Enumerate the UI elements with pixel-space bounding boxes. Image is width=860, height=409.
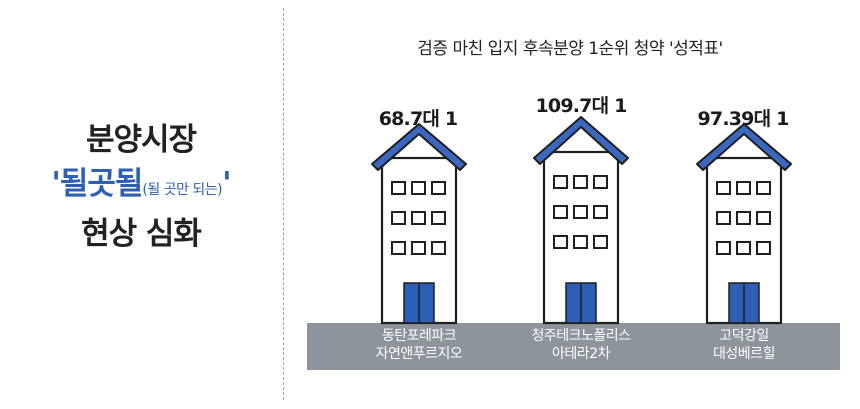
building-2-window — [553, 205, 568, 219]
headline-keyword-note: (될 곳만 되는) — [142, 182, 223, 198]
building-1-window — [411, 181, 426, 195]
building-2-roof — [533, 116, 629, 165]
building-3-window — [716, 181, 731, 195]
chart-title: 검증 마친 입지 후속분양 1순위 청약 '성적표' — [417, 39, 723, 59]
building-3-window — [736, 211, 751, 225]
building-2-window — [593, 235, 608, 249]
rate-label-2: 109.7대 1 — [535, 95, 627, 117]
building-1-window — [431, 181, 446, 195]
building-1-window — [431, 241, 446, 255]
complex-name-2: 청주테크노폴리스 아테라2차 — [506, 327, 656, 363]
building-1-window — [391, 241, 406, 255]
rate-label-1: 68.7대 1 — [378, 108, 458, 130]
building-2-window — [573, 235, 588, 249]
building-2-window — [593, 205, 608, 219]
building-2-window — [573, 205, 588, 219]
complex-name-1: 동탄포레파크 자연앤푸르지오 — [344, 327, 494, 363]
headline-keyword: '될곳될 — [51, 166, 143, 202]
complex-name-1-line1: 동탄포레파크 — [381, 328, 457, 344]
building-3-window — [756, 181, 771, 195]
rate-label-3: 97.39대 1 — [697, 108, 789, 130]
complex-name-3: 고덕강일 대성베르힐 — [669, 327, 819, 363]
headline-keyword-close: ' — [222, 166, 231, 202]
building-3-window — [736, 241, 751, 255]
headline-line1: 분양시장 — [85, 122, 197, 158]
headline: 분양시장 '될곳될(될 곳만 되는)' 현상 심화 — [0, 118, 282, 256]
building-1-roof — [371, 123, 467, 171]
ground-strip — [307, 323, 840, 370]
building-3-window — [736, 181, 751, 195]
building-1-window — [391, 211, 406, 225]
building-2-window — [553, 175, 568, 189]
building-2-window — [553, 235, 568, 249]
building-1-window — [391, 181, 406, 195]
headline-line3: 현상 심화 — [81, 216, 202, 252]
building-3-window — [756, 241, 771, 255]
building-2-window — [573, 175, 588, 189]
building-1-window — [431, 211, 446, 225]
building-3-roof — [696, 123, 792, 171]
complex-name-2-line2: 아테라2차 — [552, 346, 610, 362]
building-3-window — [716, 211, 731, 225]
complex-name-1-line2: 자연앤푸르지오 — [375, 346, 463, 362]
building-3-window — [756, 211, 771, 225]
dashed-divider — [283, 8, 284, 400]
complex-name-2-line1: 청주테크노폴리스 — [531, 328, 631, 344]
building-2-window — [593, 175, 608, 189]
building-1-window — [411, 241, 426, 255]
building-1-window — [411, 211, 426, 225]
complex-name-3-line1: 고덕강일 — [719, 328, 769, 344]
complex-name-3-line2: 대성베르힐 — [713, 346, 775, 362]
building-3-window — [716, 241, 731, 255]
headline-line2: '될곳될(될 곳만 되는)' — [0, 162, 282, 212]
